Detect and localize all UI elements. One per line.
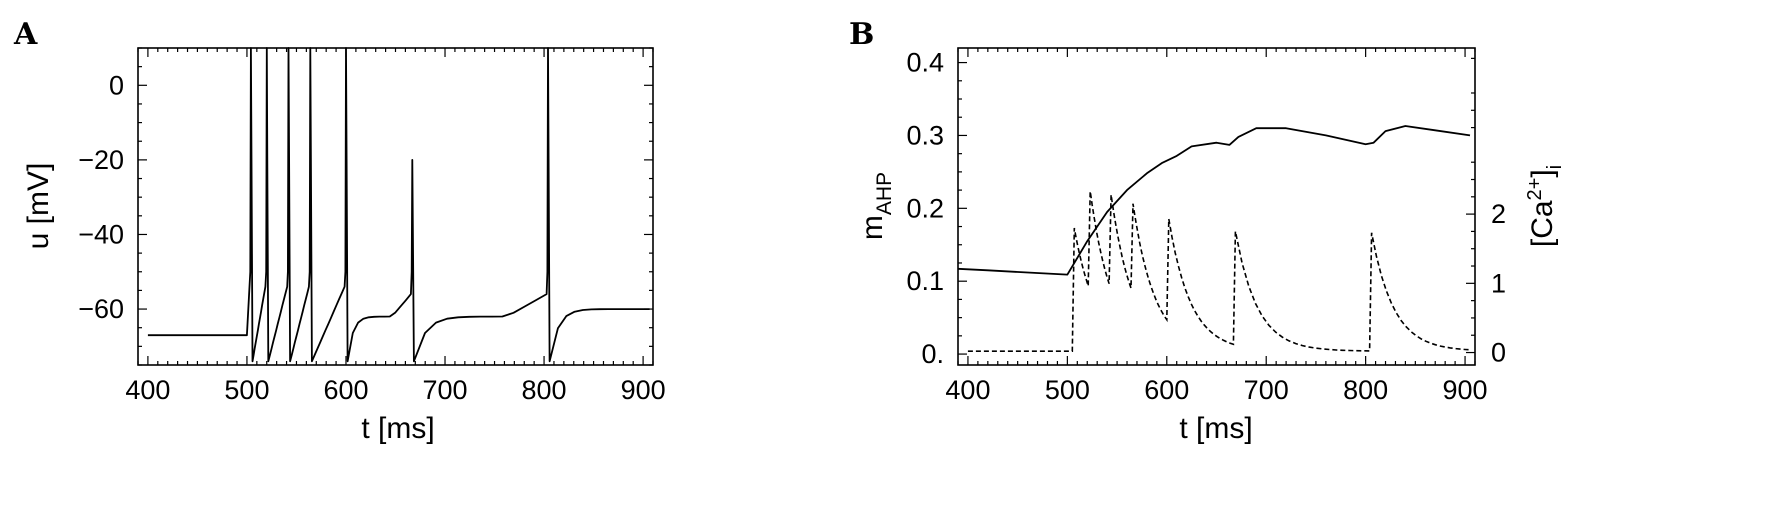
chart-a-y-tick-label: 0 [109,70,124,100]
ca-symbol: [Ca [1526,200,1559,247]
chart-b-right-y-axis-label: [Ca2+]i [1524,165,1566,247]
chart-b-left-y-tick-labels: 0. 0.1 0.2 0.3 0.4 [906,48,944,369]
chart-b-right-y-tick-label: 2 [1491,199,1506,229]
chart-b-x-axis-label: t [ms] [1179,412,1252,445]
chart-b-x-tick-label: 900 [1443,375,1488,405]
ca-close-bracket: ] [1526,169,1559,177]
chart-a-plot-frame [137,47,654,366]
chart-a-x-tick-labels: 400 500 600 700 800 900 [125,375,665,405]
chart-b-left-y-axis-label: mAHP [856,172,896,240]
chart-b: 400 500 600 700 800 900 0. 0.1 0.2 0.3 0.4 0 1 2 t … [856,47,1566,445]
chart-a-ticks [137,47,654,366]
chart-b-y-tick-label: 0.2 [906,193,944,223]
chart-a-y-axis-label: u [mV] [22,163,55,250]
chart-a-membrane-potential-line [147,47,650,363]
chart-a-x-axis-label: t [ms] [361,412,434,445]
chart-b-y-tick-label: 0.1 [906,266,944,296]
chart-a-x-tick-label: 400 [125,375,170,405]
chart-a-x-tick-label: 700 [422,375,467,405]
chart-a-y-tick-label: −60 [78,294,124,324]
ca-subscript: i [1544,165,1566,169]
chart-a-x-tick-label: 500 [224,375,269,405]
chart-a-x-tick-label: 900 [621,375,666,405]
chart-b-y-tick-label: 0. [921,339,944,369]
chart-a-y-tick-label: −40 [78,219,124,249]
m-symbol: m [856,215,889,240]
ahp-subscript: AHP [873,172,896,215]
chart-b-right-y-tick-labels: 0 1 2 [1491,199,1506,367]
chart-a: 400 500 600 700 800 900 0 −20 −40 −60 t [ms] u [… [22,47,666,445]
chart-b-x-tick-label: 800 [1343,375,1388,405]
chart-b-x-tick-labels: 400 500 600 700 800 900 [945,375,1487,405]
chart-a-x-tick-label: 600 [323,375,368,405]
chart-a-x-tick-label: 800 [522,375,567,405]
chart-b-calcium-line [967,191,1471,352]
chart-b-ticks [957,48,1476,365]
chart-b-right-y-tick-label: 0 [1491,338,1506,368]
chart-b-m-ahp-line [957,125,1471,276]
chart-a-y-tick-label: −20 [78,145,124,175]
chart-b-plot-frame [957,47,1476,366]
chart-b-x-tick-label: 500 [1045,375,1090,405]
chart-b-right-y-tick-label: 1 [1491,268,1506,298]
chart-b-x-tick-label: 600 [1144,375,1189,405]
ca-charge-superscript: 2+ [1524,178,1546,201]
panel-a-letter: A [13,17,38,52]
chart-b-x-tick-label: 700 [1244,375,1289,405]
panel-b-letter: B [849,17,874,52]
chart-b-y-tick-label: 0.4 [906,48,944,78]
chart-a-y-tick-labels: 0 −20 −40 −60 [78,70,124,324]
chart-b-x-tick-label: 400 [945,375,990,405]
chart-b-y-tick-label: 0.3 [906,120,944,150]
